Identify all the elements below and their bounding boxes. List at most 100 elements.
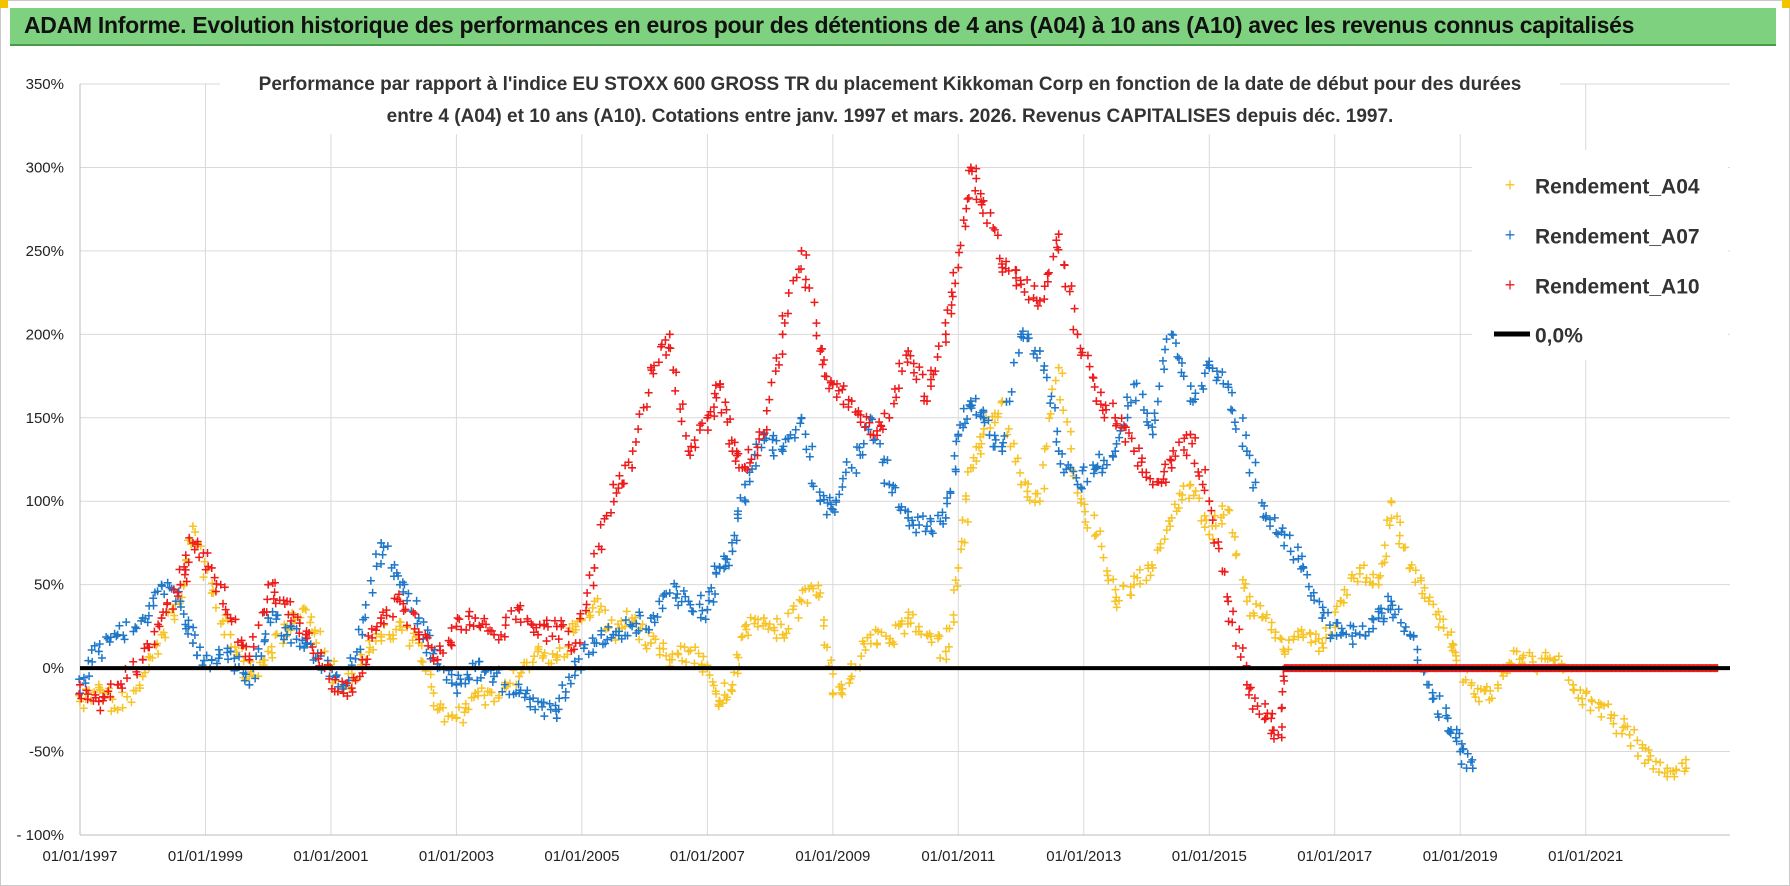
data-point-fill (972, 174, 981, 183)
data-point-fill (367, 624, 376, 633)
data-point-fill (303, 633, 312, 642)
data-point-fill (1066, 463, 1075, 472)
data-point-fill (453, 689, 462, 698)
data-point-fill (1280, 541, 1289, 550)
data-point-fill (1245, 592, 1254, 601)
data-point-fill (540, 648, 549, 657)
data-point-fill (1060, 261, 1069, 270)
data-point-fill (149, 594, 158, 603)
data-point-fill (419, 618, 428, 627)
data-point-fill (1369, 615, 1378, 624)
data-point-fill (455, 615, 464, 624)
data-point-fill (678, 400, 687, 409)
data-point-fill (140, 644, 149, 653)
data-point-fill (880, 409, 889, 418)
data-point-fill (873, 640, 882, 649)
data-point-fill (1067, 444, 1076, 453)
data-point-fill (730, 531, 739, 540)
data-point (245, 680, 254, 689)
data-point-fill (1285, 531, 1294, 540)
data-point-fill (898, 367, 907, 376)
data-point-fill (1072, 473, 1081, 482)
data-point-fill (825, 384, 834, 393)
data-point-fill (784, 624, 793, 633)
data-point-fill (379, 619, 388, 628)
data-point-fill (962, 495, 971, 504)
data-point-fill (1250, 694, 1259, 703)
data-point-fill (1311, 637, 1320, 646)
data-point (1318, 639, 1327, 648)
data-point-fill (585, 613, 594, 622)
data-point-fill (1236, 653, 1245, 662)
data-point-fill (1030, 281, 1039, 290)
data-point-fill (1185, 494, 1194, 503)
data-point-fill (768, 435, 777, 444)
data-point-fill (161, 633, 170, 642)
data-point-fill (588, 634, 597, 643)
data-point-fill (214, 645, 223, 654)
data-point (94, 697, 103, 706)
data-point-fill (488, 678, 497, 687)
data-point-fill (397, 626, 406, 635)
data-point-fill (736, 493, 745, 502)
data-point-fill (347, 669, 356, 678)
data-point-fill (1617, 729, 1626, 738)
data-point-fill (1046, 399, 1055, 408)
data-point-fill (410, 624, 419, 633)
data-point-fill (392, 569, 401, 578)
data-point (847, 397, 856, 406)
data-point-fill (979, 407, 988, 416)
data-point-fill (738, 632, 747, 641)
data-point-fill (248, 632, 257, 641)
data-point-fill (1218, 567, 1227, 576)
data-point-fill (1191, 433, 1200, 442)
data-point-fill (742, 620, 751, 629)
data-point-fill (211, 603, 220, 612)
data-point-fill (538, 654, 547, 663)
data-point (904, 347, 913, 356)
data-point-fill (1353, 577, 1362, 586)
data-point-fill (903, 358, 912, 367)
data-point (226, 614, 235, 623)
data-point-fill (672, 368, 681, 377)
data-point-fill (1348, 640, 1357, 649)
data-point-fill (601, 606, 610, 615)
data-point-fill (855, 443, 864, 452)
data-point-fill (203, 549, 212, 558)
data-point-fill (279, 635, 288, 644)
data-point-fill (943, 499, 952, 508)
data-point-fill (808, 442, 817, 451)
data-point-fill (1175, 354, 1184, 363)
data-point-fill (1270, 513, 1279, 522)
data-point-fill (191, 528, 200, 537)
data-point-fill (1597, 712, 1606, 721)
data-point-fill (1428, 688, 1437, 697)
data-point-fill (597, 545, 606, 554)
data-point-fill (1576, 685, 1585, 694)
data-point-fill (193, 651, 202, 660)
data-point-fill (1160, 467, 1169, 476)
data-point-fill (542, 616, 551, 625)
data-point-fill (85, 672, 94, 681)
data-point-fill (200, 557, 209, 566)
data-point-fill (1175, 438, 1184, 447)
data-point-fill (714, 702, 723, 711)
data-point (207, 563, 216, 572)
data-point-fill (1364, 627, 1373, 636)
data-point-fill (971, 186, 980, 195)
data-point-fill (1467, 678, 1476, 687)
data-point-fill (892, 393, 901, 402)
data-point-fill (1299, 633, 1308, 642)
data-point-fill (333, 687, 342, 696)
data-point-fill (705, 671, 714, 680)
data-point-fill (801, 275, 810, 284)
data-point-fill (286, 597, 295, 606)
data-point-fill (809, 482, 818, 491)
data-point-fill (1115, 433, 1124, 442)
data-point-fill (119, 631, 128, 640)
data-point-fill (379, 543, 388, 552)
data-point-fill (267, 642, 276, 651)
data-point-fill (814, 581, 823, 590)
data-point-fill (883, 456, 892, 465)
data-point-fill (939, 519, 948, 528)
